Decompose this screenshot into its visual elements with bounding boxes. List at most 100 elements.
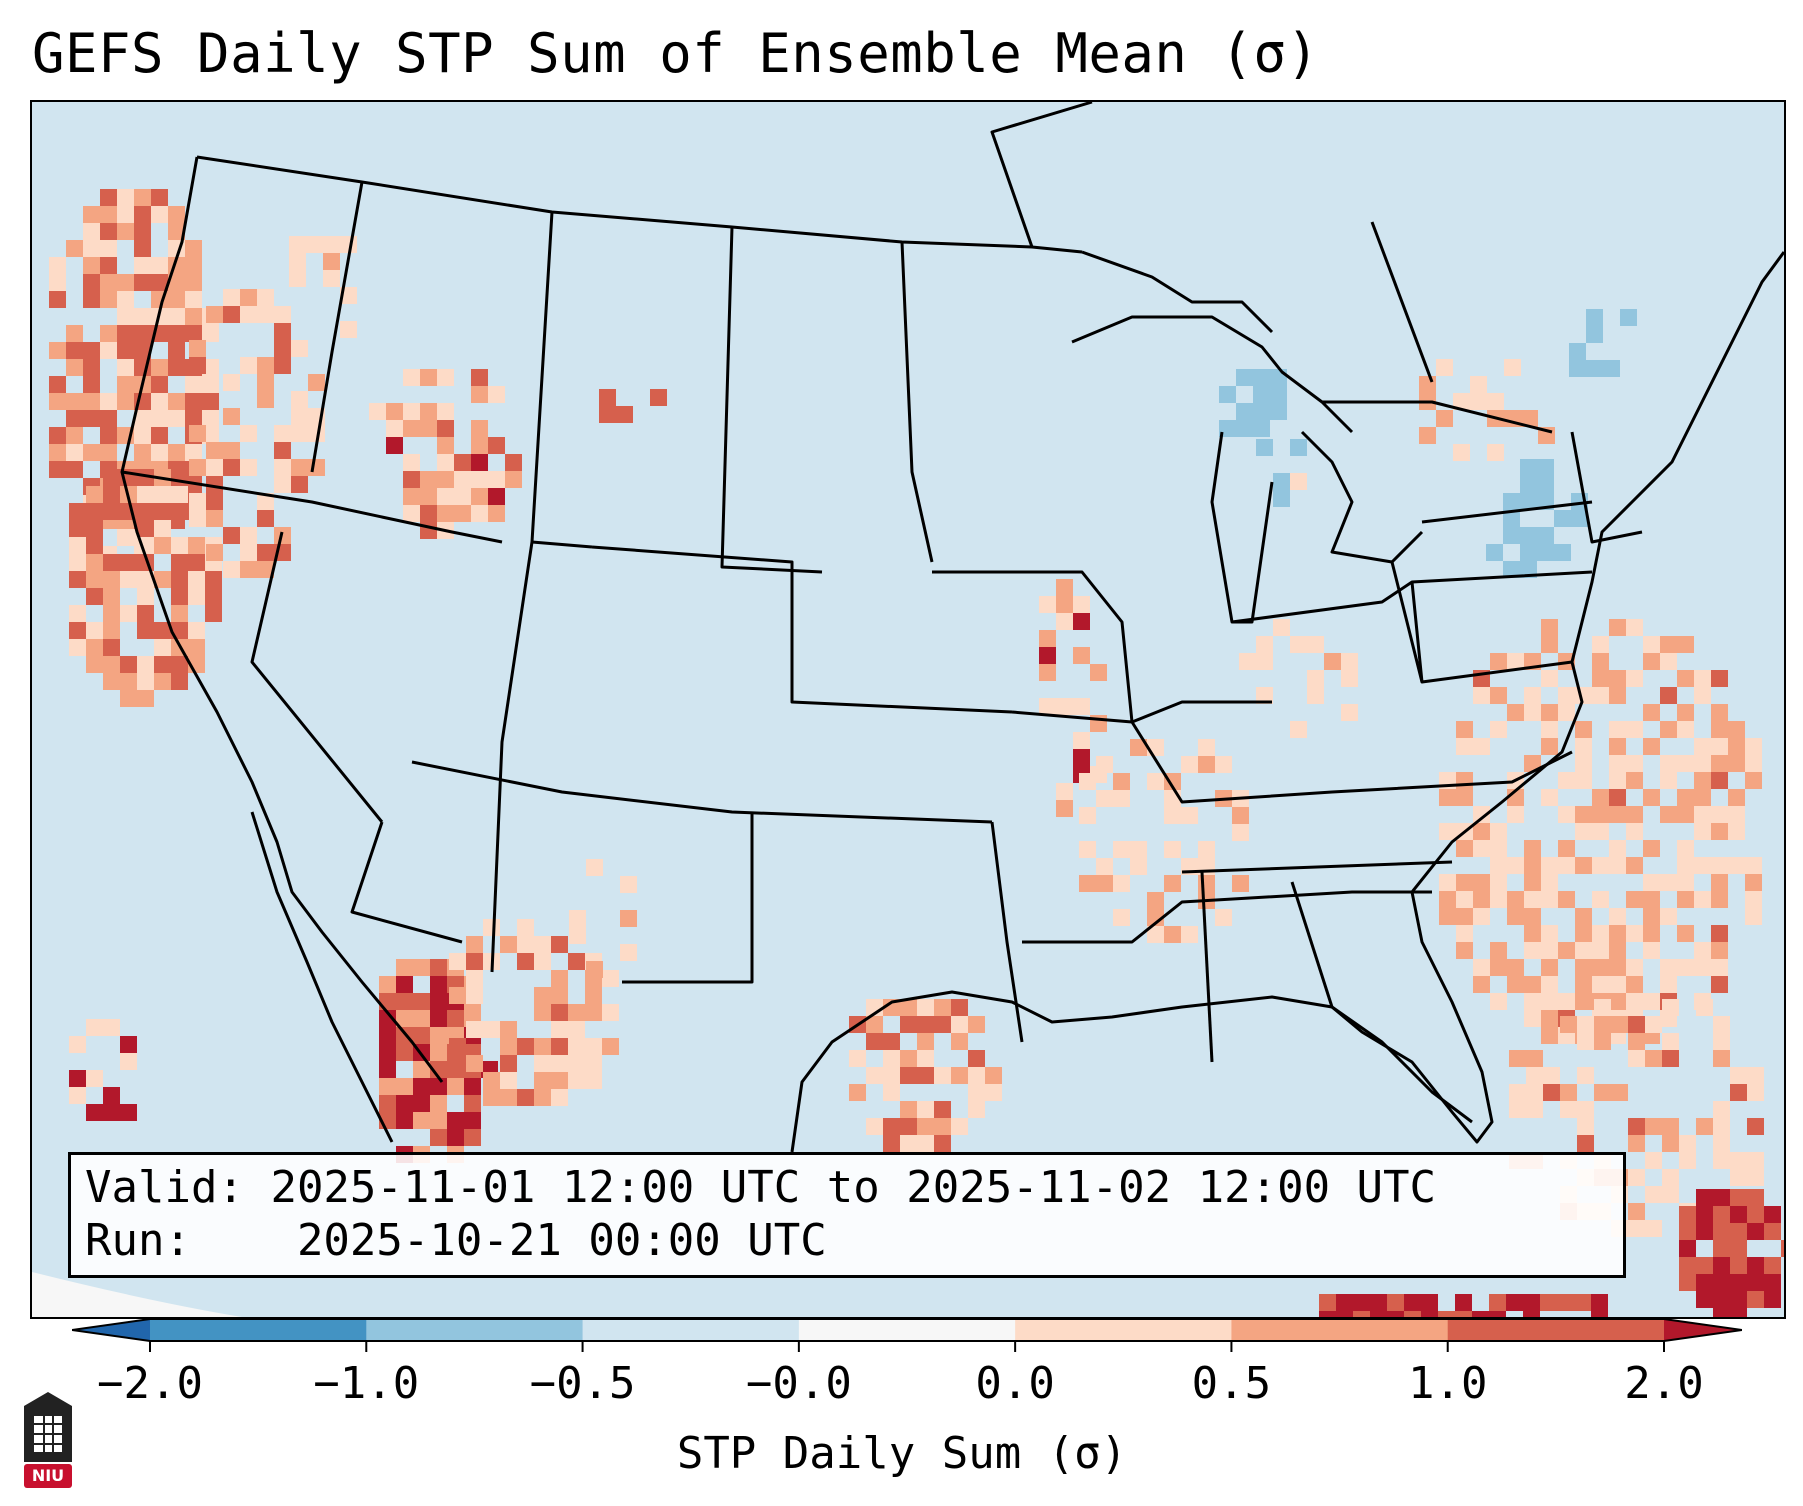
anomaly-cell [206, 544, 223, 561]
anomaly-cell [951, 1118, 968, 1135]
anomaly-cell [202, 376, 219, 393]
lake-shore [1071, 315, 1354, 434]
anomaly-cell [1421, 1294, 1438, 1311]
anomaly-cell [430, 1078, 447, 1095]
anomaly-cell [137, 622, 154, 639]
anomaly-cell [466, 1021, 483, 1038]
colorbar-tick-label: 0.0 [975, 1358, 1055, 1409]
anomaly-cell [586, 961, 603, 978]
anomaly-cell [1290, 439, 1307, 456]
anomaly-cell [1696, 1189, 1713, 1206]
anomaly-cell [223, 561, 240, 578]
anomaly-cell [1232, 807, 1249, 824]
anomaly-cell [551, 1021, 568, 1038]
anomaly-cell [185, 444, 202, 461]
anomaly-cell [1558, 857, 1575, 874]
anomaly-cell [1439, 908, 1456, 925]
anomaly-cell [291, 459, 308, 476]
anomaly-cell [517, 1089, 534, 1106]
anomaly-cell [1626, 755, 1643, 772]
anomaly-cell [83, 359, 100, 376]
anomaly-cell [551, 970, 568, 987]
anomaly-cell [289, 253, 306, 270]
anomaly-cell [117, 291, 134, 308]
anomaly-cell [534, 953, 551, 970]
anomaly-cell [49, 444, 66, 461]
anomaly-cell [471, 505, 488, 522]
anomaly-cell [396, 959, 413, 976]
state-line [1570, 431, 1643, 544]
anomaly-cell [1575, 806, 1592, 823]
anomaly-cell [437, 420, 454, 437]
anomaly-cell [396, 1078, 413, 1095]
anomaly-cell [1073, 596, 1090, 613]
lake-huron [1300, 430, 1424, 564]
anomaly-cell [403, 403, 420, 420]
anomaly-cell [100, 257, 117, 274]
anomaly-cell [134, 325, 151, 342]
anomaly-cell [620, 876, 637, 893]
anomaly-cell [917, 1067, 934, 1084]
anomaly-cell [1626, 619, 1643, 636]
anomaly-cell [66, 325, 83, 342]
anomaly-cell [1660, 755, 1677, 772]
state-line [121, 470, 503, 544]
anomaly-cell [1575, 942, 1592, 959]
anomaly-cell [534, 936, 551, 953]
anomaly-cell [1537, 544, 1554, 561]
anomaly-cell [1677, 755, 1694, 772]
anomaly-cell [449, 1038, 466, 1055]
anomaly-cell [257, 289, 274, 306]
anomaly-cell [1677, 636, 1694, 653]
anomaly-cell [1591, 1311, 1608, 1317]
anomaly-cell [403, 454, 420, 471]
anomaly-cell [1147, 909, 1164, 926]
anomaly-cell [488, 488, 505, 505]
anomaly-cell [471, 488, 488, 505]
anomaly-cell [188, 639, 205, 656]
anomaly-cell [1594, 1033, 1611, 1050]
anomaly-cell [66, 393, 83, 410]
anomaly-cell [1507, 908, 1524, 925]
anomaly-cell [1524, 891, 1541, 908]
anomaly-cell [1713, 1101, 1730, 1118]
anomaly-cell [1473, 738, 1490, 755]
state-line [990, 821, 1024, 1043]
anomaly-cell [585, 1038, 602, 1055]
anomaly-cell [883, 1118, 900, 1135]
anomaly-cell [1594, 999, 1611, 1016]
anomaly-cell [568, 953, 585, 970]
anomaly-cell [1591, 1294, 1608, 1311]
anomaly-cell [396, 1010, 413, 1027]
anomaly-cell [117, 189, 134, 206]
anomaly-cell [137, 605, 154, 622]
anomaly-cell [154, 503, 171, 520]
anomaly-cell [103, 1104, 120, 1121]
anomaly-cell [1569, 343, 1586, 360]
anomaly-cell [1764, 1257, 1781, 1274]
anomaly-cell [69, 554, 86, 571]
anomaly-cell [420, 420, 437, 437]
anomaly-cell [1453, 393, 1470, 410]
anomaly-cell [1747, 1257, 1764, 1274]
anomaly-cell [1541, 976, 1558, 993]
anomaly-cell [1079, 773, 1096, 790]
anomaly-cell [454, 454, 471, 471]
anomaly-cell [189, 510, 206, 527]
anomaly-cell [883, 1033, 900, 1050]
anomaly-cell [968, 1016, 985, 1033]
anomaly-cell [137, 571, 154, 588]
anomaly-cell [1677, 721, 1694, 738]
anomaly-cell [471, 471, 488, 488]
anomaly-cell [1745, 874, 1762, 891]
anomaly-cell [1253, 386, 1270, 403]
anomaly-cell [1541, 1027, 1558, 1044]
anomaly-cell [1660, 959, 1677, 976]
anomaly-cell [83, 291, 100, 308]
anomaly-cell [616, 406, 633, 423]
anomaly-cell [396, 1112, 413, 1129]
anomaly-cell [430, 1112, 447, 1129]
anomaly-cell [1592, 687, 1609, 704]
anomaly-cell [1603, 360, 1620, 377]
anomaly-cell [500, 1089, 517, 1106]
